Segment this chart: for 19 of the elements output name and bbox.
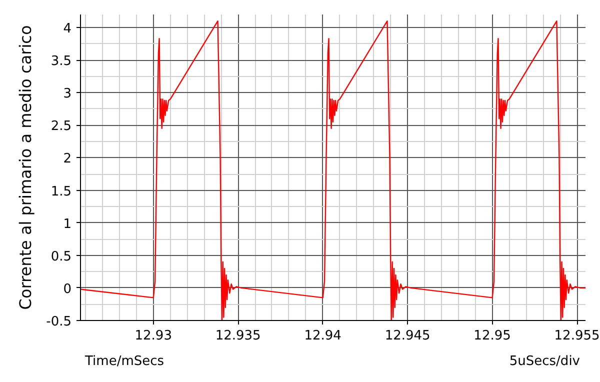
y-tick-label: 3.5 [50,54,72,70]
x-axis-title: Time/mSecs [85,353,164,371]
x-tick-label: 12.93 [134,328,172,344]
y-tick-label: 2 [63,152,72,167]
x-tick-label: 12.94 [304,328,342,344]
y-tick-label: 1.5 [50,184,72,200]
y-axis-title: Corrente al primario a medio carico [16,25,36,310]
x-tick-label: 12.95 [474,328,511,344]
x-tick-label: 12.945 [384,328,430,344]
x-tick-label: 12.935 [215,328,261,344]
text: 5uSecs/div [509,353,580,371]
x-tick-label: 12.955 [554,328,600,344]
y-tick-label: 1 [63,216,72,232]
y-tick-label: -0.5 [46,314,72,330]
y-tick-label: 4 [63,22,72,37]
y-tick-label: 0.5 [50,249,72,264]
y-tick-label: 3 [63,86,72,102]
y-tick-label: 2.5 [50,119,72,134]
y-tick-label: 0 [63,282,72,297]
